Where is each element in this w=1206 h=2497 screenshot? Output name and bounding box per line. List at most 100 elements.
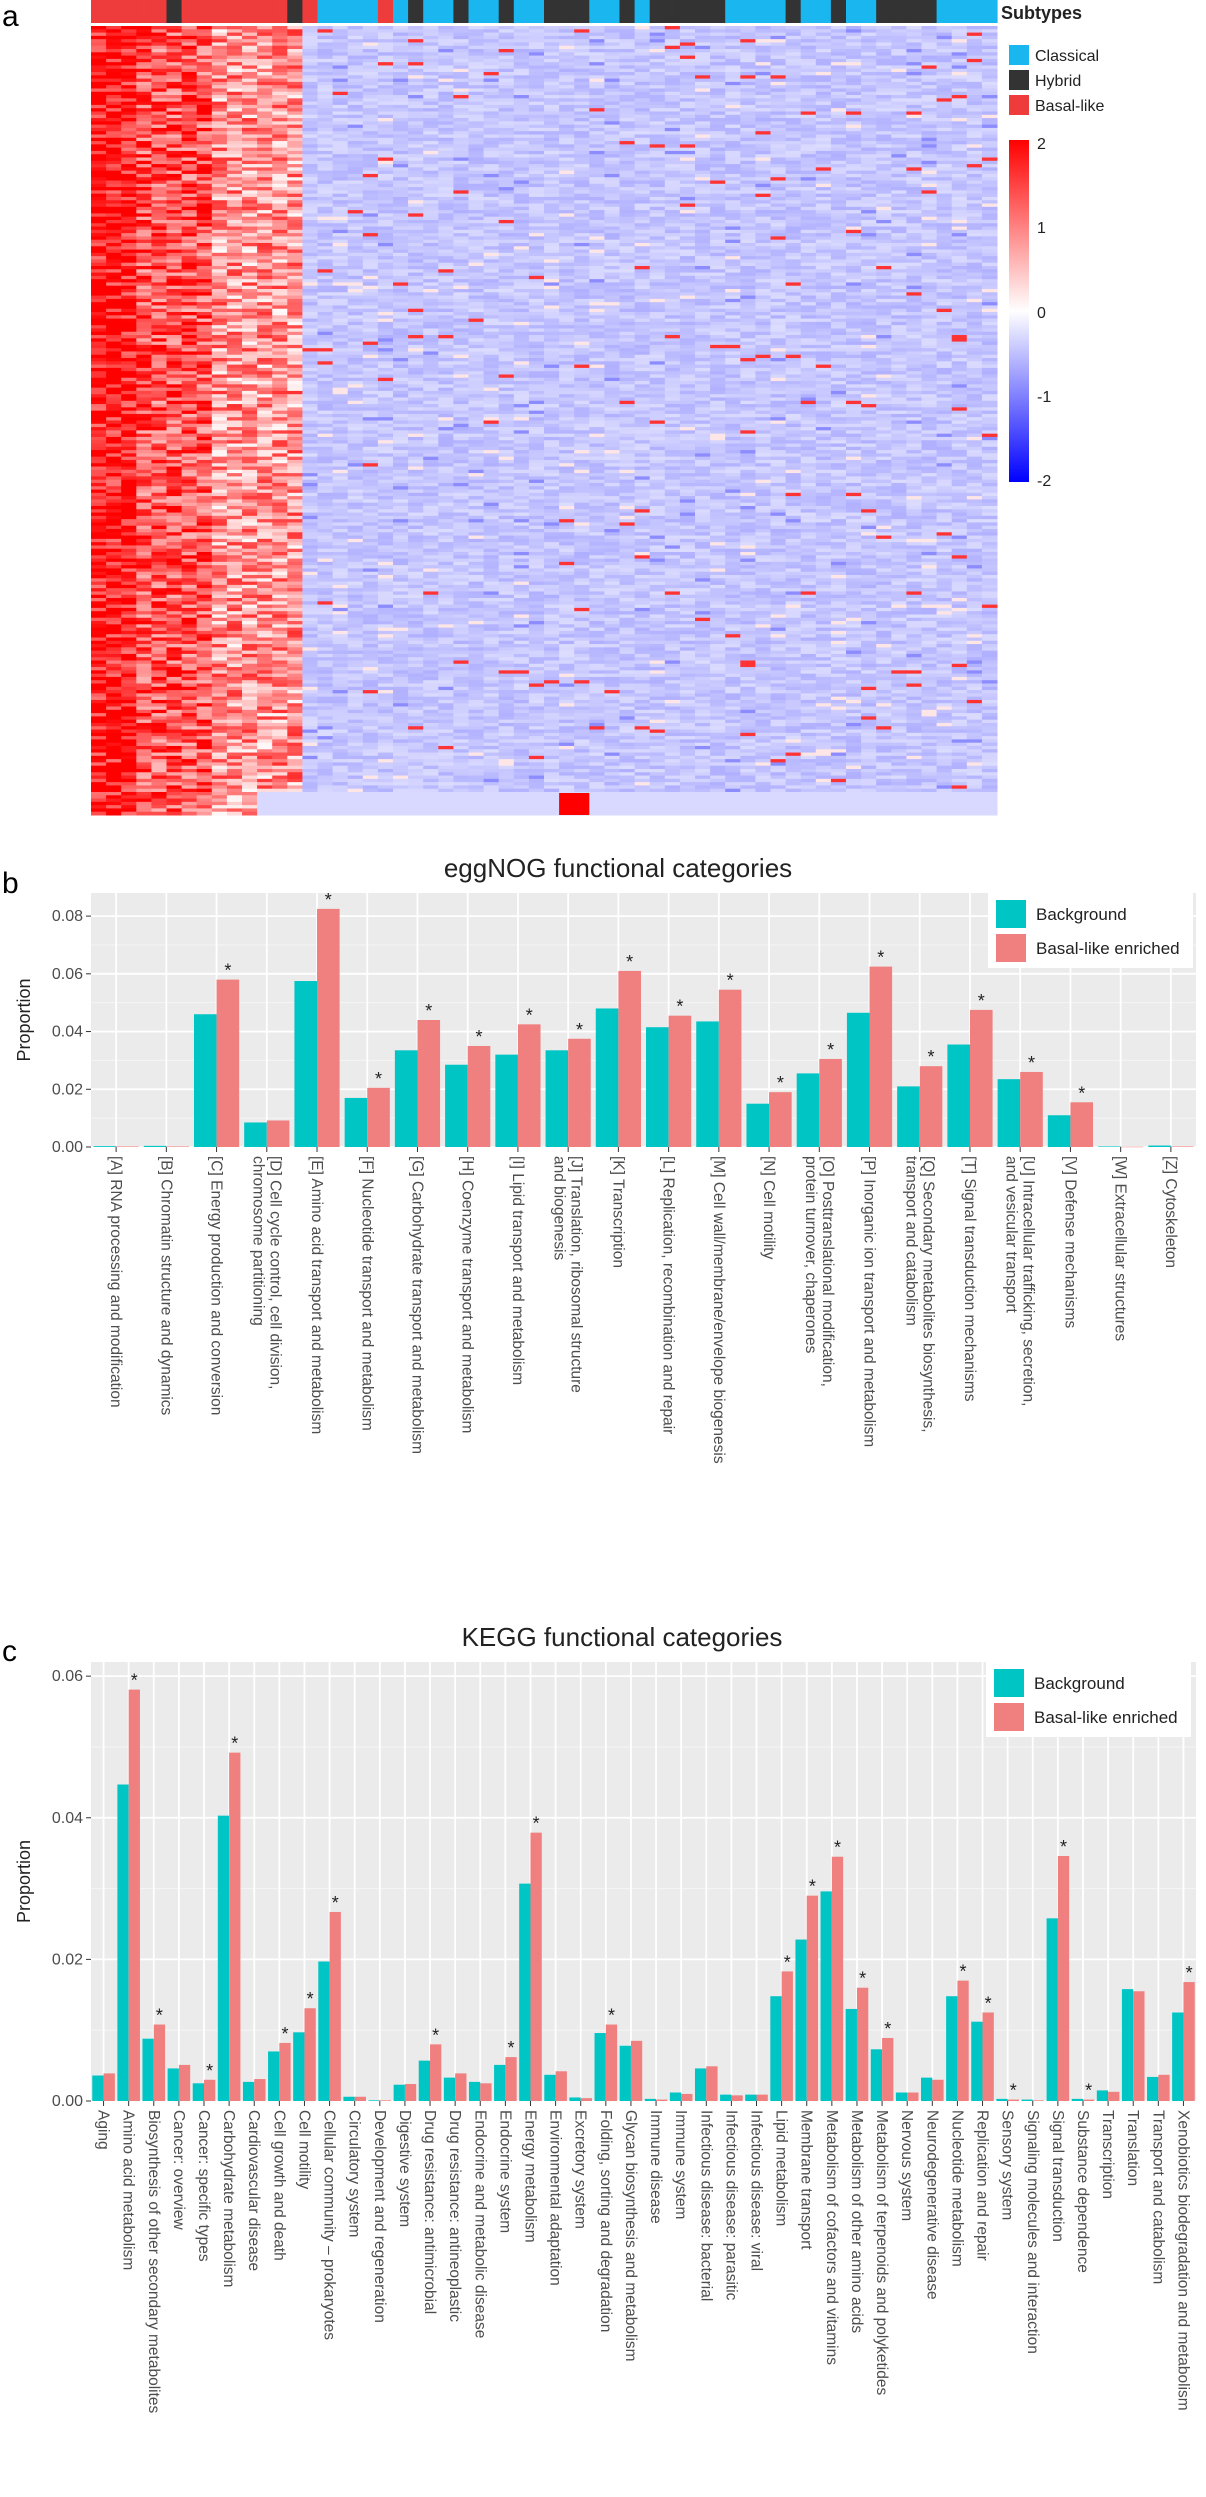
heatmap-cell	[151, 45, 167, 50]
heatmap-cell	[876, 104, 892, 109]
heatmap-cell	[921, 118, 938, 122]
heatmap-cell	[121, 127, 137, 132]
heatmap-cell	[574, 236, 590, 241]
heatmap-cell	[332, 206, 349, 211]
heatmap-cell	[91, 150, 107, 155]
heatmap-cell	[317, 167, 334, 172]
heatmap-cell	[815, 210, 832, 214]
heatmap-cell	[498, 55, 515, 60]
heatmap-cell	[559, 170, 575, 175]
heatmap-cell	[589, 85, 605, 89]
heatmap-cell	[257, 78, 273, 83]
heatmap-cell	[619, 272, 636, 277]
heatmap-cell	[272, 239, 288, 244]
heatmap-cell	[317, 42, 334, 47]
heatmap-cell	[846, 190, 862, 195]
heatmap-cell	[332, 72, 349, 76]
heatmap-cell	[393, 114, 409, 119]
heatmap-cell	[921, 72, 938, 76]
heatmap-cell	[559, 101, 575, 106]
heatmap-cell	[664, 210, 681, 214]
heatmap-cell	[785, 193, 802, 198]
heatmap-cell	[408, 249, 424, 254]
heatmap-cell	[710, 249, 726, 254]
heatmap-cell	[695, 160, 711, 165]
heatmap-cell	[725, 137, 741, 142]
heatmap-cell	[362, 62, 379, 66]
heatmap-cell	[604, 206, 620, 211]
heatmap-cell	[861, 62, 877, 66]
heatmap-cell	[800, 233, 817, 237]
heatmap-cell	[634, 39, 651, 43]
heatmap-cell	[196, 275, 213, 280]
heatmap-cell	[91, 226, 107, 231]
heatmap-cell	[785, 200, 802, 205]
heatmap-cell	[906, 249, 922, 254]
heatmap-cell	[785, 196, 802, 201]
heatmap-cell	[151, 32, 167, 37]
heatmap-cell	[438, 190, 454, 195]
heatmap-cell	[196, 282, 213, 287]
heatmap-cell	[287, 157, 303, 162]
heatmap-cell	[966, 91, 983, 96]
heatmap-cell	[136, 144, 152, 149]
heatmap-cell	[544, 183, 560, 188]
heatmap-cell	[604, 58, 620, 63]
heatmap-cell	[332, 190, 349, 195]
heatmap-cell	[695, 118, 711, 122]
heatmap-cell	[740, 269, 756, 274]
heatmap-cell	[226, 265, 243, 270]
heatmap-cell	[166, 275, 183, 280]
heatmap-cell	[362, 29, 379, 34]
heatmap-cell	[347, 183, 364, 188]
heatmap-cell	[755, 233, 771, 237]
heatmap-cell	[679, 167, 696, 172]
subtype-annotation-cell	[423, 0, 439, 23]
heatmap-cell	[257, 45, 273, 50]
heatmap-cell	[740, 177, 756, 182]
heatmap-cell	[951, 144, 968, 149]
heatmap-cell	[211, 154, 228, 158]
heatmap-cell	[423, 206, 439, 211]
heatmap-cell	[664, 45, 681, 50]
heatmap-cell	[362, 285, 379, 290]
heatmap-cell	[785, 187, 802, 191]
heatmap-cell	[151, 252, 167, 257]
heatmap-cell	[725, 256, 741, 260]
heatmap-cell	[710, 190, 726, 195]
heatmap-cell	[861, 75, 877, 80]
heatmap-cell	[302, 39, 318, 43]
heatmap-cell	[257, 239, 273, 244]
heatmap-cell	[981, 206, 998, 211]
heatmap-cell	[106, 236, 122, 241]
heatmap-cell	[891, 141, 907, 145]
heatmap-cell	[106, 78, 122, 83]
heatmap-cell	[423, 173, 439, 178]
heatmap-cell	[151, 295, 167, 300]
heatmap-cell	[725, 226, 741, 231]
heatmap-cell	[740, 160, 756, 165]
heatmap-cell	[181, 200, 198, 205]
heatmap-cell	[393, 32, 409, 37]
heatmap-cell	[317, 104, 334, 109]
heatmap-cell	[664, 127, 681, 132]
heatmap-cell	[830, 187, 847, 191]
heatmap-cell	[846, 29, 862, 34]
heatmap-cell	[513, 292, 530, 297]
heatmap-cell	[332, 226, 349, 231]
heatmap-cell	[755, 45, 771, 50]
heatmap-cell	[815, 289, 832, 293]
heatmap-cell	[438, 187, 454, 191]
heatmap-cell	[136, 52, 152, 57]
heatmap-cell	[166, 246, 183, 251]
heatmap-cell	[846, 137, 862, 142]
heatmap-cell	[710, 206, 726, 211]
heatmap-cell	[574, 49, 590, 53]
heatmap-cell	[438, 252, 454, 257]
heatmap-cell	[302, 88, 318, 93]
heatmap-cell	[332, 210, 349, 214]
heatmap-cell	[226, 85, 243, 89]
heatmap-cell	[800, 147, 817, 152]
heatmap-cell	[332, 223, 349, 228]
heatmap-cell	[574, 256, 590, 260]
